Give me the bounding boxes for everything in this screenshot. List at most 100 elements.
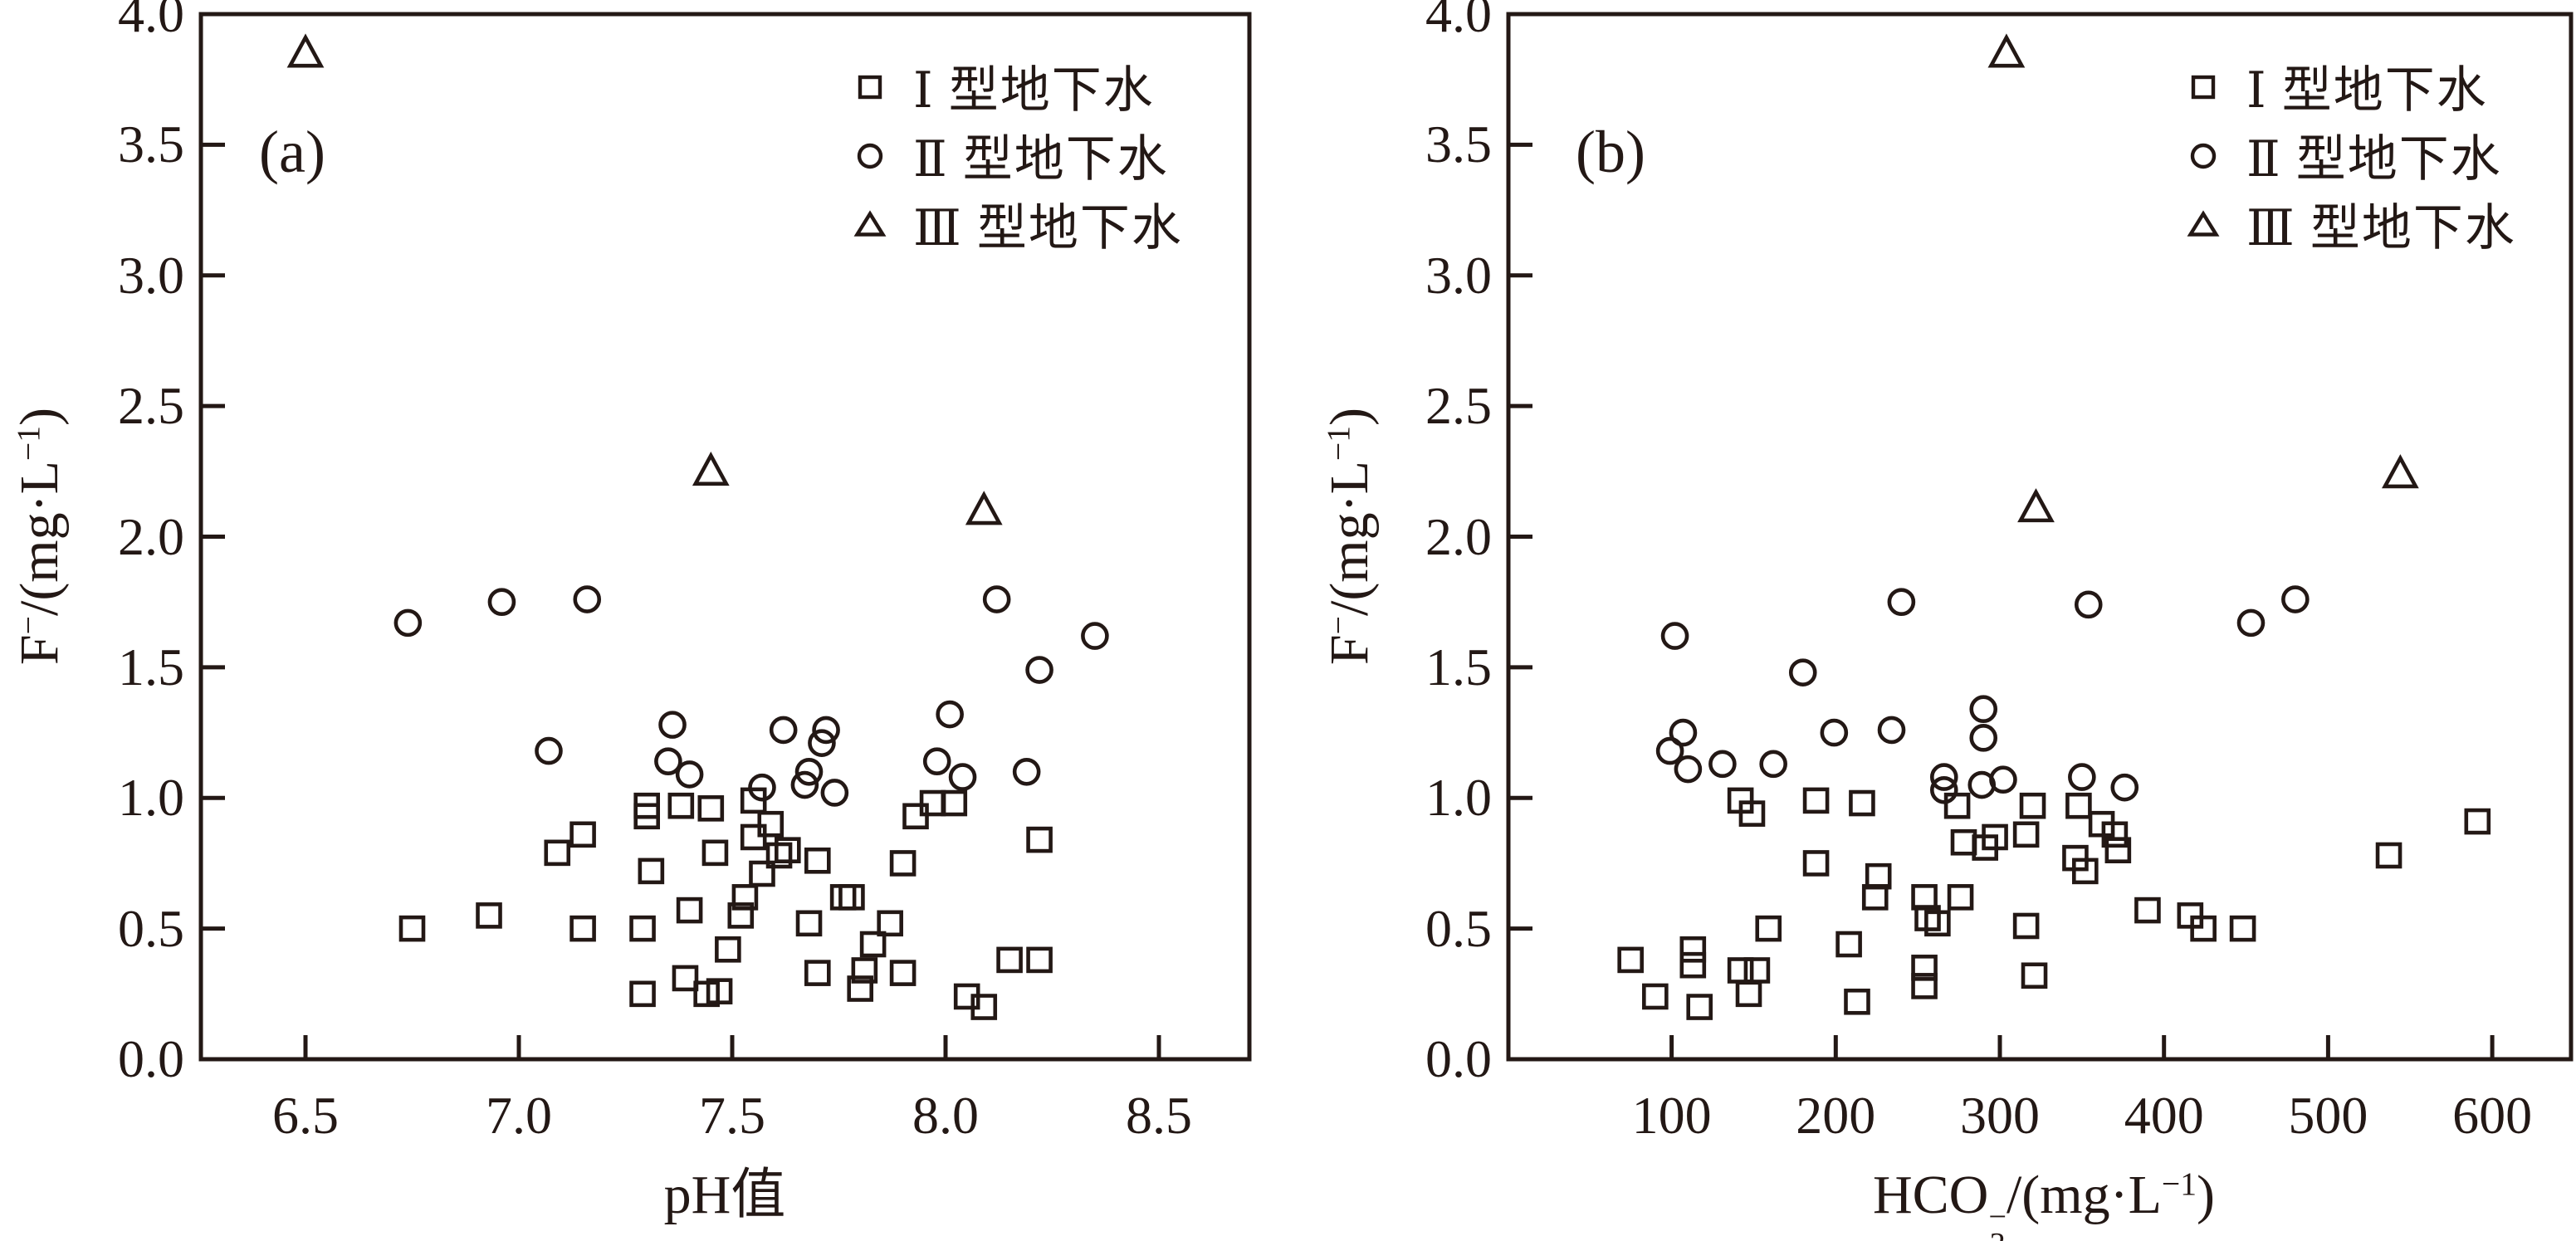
data-point-square bbox=[2101, 821, 2129, 848]
data-point-circle bbox=[675, 760, 704, 789]
data-point-circle bbox=[1887, 588, 1916, 616]
data-point-square bbox=[775, 837, 801, 864]
data-point-square bbox=[1026, 946, 1053, 974]
data-point-circle bbox=[2110, 773, 2139, 802]
data-point-circle bbox=[1788, 658, 1817, 686]
y-tick-label: 0.0 bbox=[1425, 1029, 1492, 1088]
legend-item-label: Ⅲ 型地下水 bbox=[2246, 201, 2516, 256]
data-point-circle bbox=[393, 608, 423, 638]
data-point-circle bbox=[1989, 765, 2017, 794]
data-point-square bbox=[838, 884, 865, 911]
data-point-square bbox=[701, 839, 729, 867]
data-point-square bbox=[1755, 915, 1782, 942]
y-tick-label: 3.0 bbox=[1425, 245, 1492, 305]
data-point-circle bbox=[658, 711, 687, 739]
y-tick-label: 1.5 bbox=[118, 637, 184, 696]
data-point-circle bbox=[1929, 763, 1958, 791]
data-point-square bbox=[1849, 789, 1875, 817]
y-tick-label: 3.5 bbox=[1425, 115, 1492, 174]
data-point-square bbox=[2019, 792, 2046, 819]
data-point-square bbox=[1802, 850, 1830, 877]
legend-item-type1: Ⅰ 型地下水 bbox=[2182, 51, 2516, 120]
data-point-circle bbox=[535, 736, 563, 765]
panel-b-label: (b) bbox=[1576, 119, 1645, 185]
data-point-square bbox=[1947, 884, 1974, 911]
y-tick-label: 2.0 bbox=[1425, 506, 1492, 566]
data-point-triangle bbox=[286, 33, 325, 68]
y-tick-label: 2.5 bbox=[118, 376, 184, 436]
data-point-triangle bbox=[2382, 454, 2419, 489]
data-point-square bbox=[1735, 980, 1762, 1008]
data-point-square bbox=[851, 957, 878, 984]
data-point-circle bbox=[922, 747, 951, 775]
data-point-square bbox=[727, 902, 755, 929]
data-point-circle bbox=[982, 585, 1011, 613]
data-point-square bbox=[1950, 828, 1977, 856]
data-point-square bbox=[2104, 837, 2132, 864]
triangle-marker-icon bbox=[2187, 209, 2220, 237]
plot-frame bbox=[198, 12, 1252, 1062]
data-point-circle bbox=[812, 716, 840, 745]
x-tick-label: 6.5 bbox=[272, 1086, 339, 1145]
data-point-square bbox=[1727, 957, 1754, 984]
data-point-circle bbox=[2236, 608, 2266, 638]
data-point-square bbox=[1738, 800, 1766, 827]
data-point-square bbox=[1982, 823, 2008, 851]
data-point-circle bbox=[790, 770, 819, 799]
data-point-circle bbox=[820, 779, 849, 807]
y-tick-label: 0.0 bbox=[118, 1029, 184, 1088]
y-tick-label: 2.5 bbox=[1425, 376, 1492, 436]
data-point-circle bbox=[1929, 776, 1958, 804]
data-point-circle bbox=[2068, 763, 2096, 791]
data-point-circle bbox=[794, 757, 824, 786]
data-point-circle bbox=[748, 773, 776, 802]
circle-marker-icon bbox=[2190, 143, 2217, 169]
data-point-square bbox=[1679, 936, 1707, 963]
data-point-square bbox=[1642, 983, 1669, 1010]
data-point-triangle bbox=[965, 491, 1003, 525]
data-point-square bbox=[941, 789, 968, 817]
data-point-square bbox=[804, 960, 831, 986]
data-point-square bbox=[633, 803, 661, 830]
data-point-square bbox=[2464, 808, 2491, 835]
data-point-square bbox=[889, 850, 917, 877]
data-point-square bbox=[2375, 842, 2402, 869]
data-point-circle bbox=[2074, 590, 2103, 619]
data-point-circle bbox=[857, 143, 883, 169]
data-point-square bbox=[1679, 951, 1707, 979]
x-tick-label: 7.5 bbox=[699, 1086, 765, 1145]
x-tick-label: 100 bbox=[1631, 1086, 1712, 1145]
panel-a-label: (a) bbox=[259, 119, 325, 185]
data-point-square bbox=[676, 897, 703, 924]
data-point-circle bbox=[1012, 757, 1041, 786]
data-point-square bbox=[544, 839, 571, 867]
data-point-square bbox=[757, 810, 785, 838]
data-point-triangle bbox=[692, 452, 730, 486]
data-point-circle bbox=[769, 716, 798, 745]
data-point-square bbox=[569, 915, 596, 942]
data-point-square bbox=[2012, 821, 2040, 848]
data-point-square bbox=[2229, 915, 2256, 942]
data-point-square bbox=[2072, 857, 2099, 885]
data-point-square bbox=[1835, 931, 1862, 958]
data-point-square bbox=[804, 847, 831, 874]
y-tick-label: 3.0 bbox=[118, 245, 184, 305]
data-point-square bbox=[2134, 897, 2161, 924]
data-point-square bbox=[2021, 962, 2048, 989]
data-point-square bbox=[795, 910, 823, 937]
data-point-square bbox=[859, 931, 887, 958]
data-point-circle bbox=[573, 585, 602, 613]
x-axis-title-hco3: HCO−3/(mg·L−1) bbox=[1872, 1165, 2215, 1241]
x-tick-label: 300 bbox=[1960, 1086, 2040, 1145]
data-point-circle bbox=[1759, 750, 1787, 779]
data-point-circle bbox=[936, 700, 964, 729]
legend-item-label: Ⅰ 型地下水 bbox=[913, 63, 1155, 118]
legend-item-type3: Ⅲ 型地下水 bbox=[2182, 189, 2516, 258]
data-point-square bbox=[2065, 792, 2092, 819]
data-point-square bbox=[1911, 973, 1938, 999]
data-point-circle bbox=[654, 747, 682, 775]
y-tick-label: 3.5 bbox=[118, 115, 184, 174]
data-point-square bbox=[2190, 915, 2217, 942]
legend-item-label: Ⅱ 型地下水 bbox=[913, 132, 1169, 187]
